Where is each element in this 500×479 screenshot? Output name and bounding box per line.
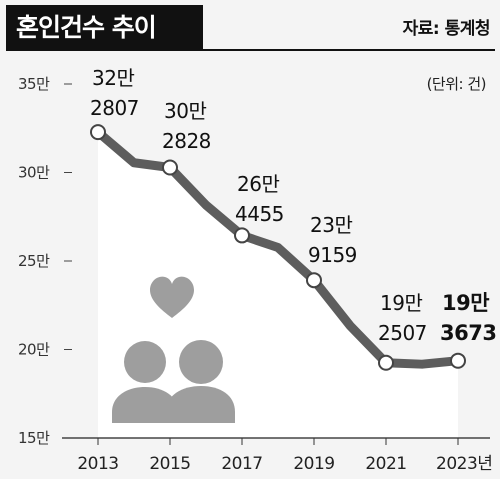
x-tick-label: 2015 [149,454,190,474]
data-label-man: 26만 [237,172,279,196]
heart-icon [150,276,194,318]
person-right-body [166,386,235,423]
data-label-man: 30만 [164,99,206,123]
chart-title: 혼인건수 추이 [16,13,157,42]
data-point-marker [378,354,394,371]
person-right-head [179,340,223,384]
data-label-value: 4455 [235,202,284,226]
y-tick-label: 20만 [18,341,50,359]
data-label-man: 19만 [442,291,489,315]
data-label-value: 2507 [378,321,427,345]
source-label: 자료: 통계청 [402,19,491,39]
y-tick-label: 15만 [18,429,50,447]
person-left-body [112,387,178,423]
data-label-value: 2828 [162,129,211,153]
x-tick-label: 2017 [221,454,262,474]
data-label-value: 9159 [308,243,357,267]
data-label-man: 19만 [380,291,422,315]
data-point-marker [234,227,250,244]
y-tick-label: 30만 [18,164,50,182]
unit-label: (단위: 건) [426,75,487,93]
data-point-marker [90,124,106,141]
person-left-head [124,341,166,383]
x-tick-label: 2013 [77,454,118,474]
title-divider [6,49,495,51]
y-tick-label: 35만 [18,75,50,93]
couple-heart-illustration [112,276,235,423]
x-tick-label: 2019 [293,454,334,474]
data-point-marker [450,352,466,369]
series-line [93,127,463,369]
x-tick-label: 2023년 [436,454,492,474]
title-bar [6,5,203,50]
y-tick-label: 25만 [18,252,50,270]
data-point-marker [162,159,178,176]
x-tick-label: 2021 [365,454,406,474]
data-point-marker [306,272,322,289]
data-label-value: 3673 [440,321,496,345]
data-label-man: 23만 [310,213,352,237]
data-label-man: 32만 [92,66,134,90]
data-label-value: 2807 [90,96,139,120]
